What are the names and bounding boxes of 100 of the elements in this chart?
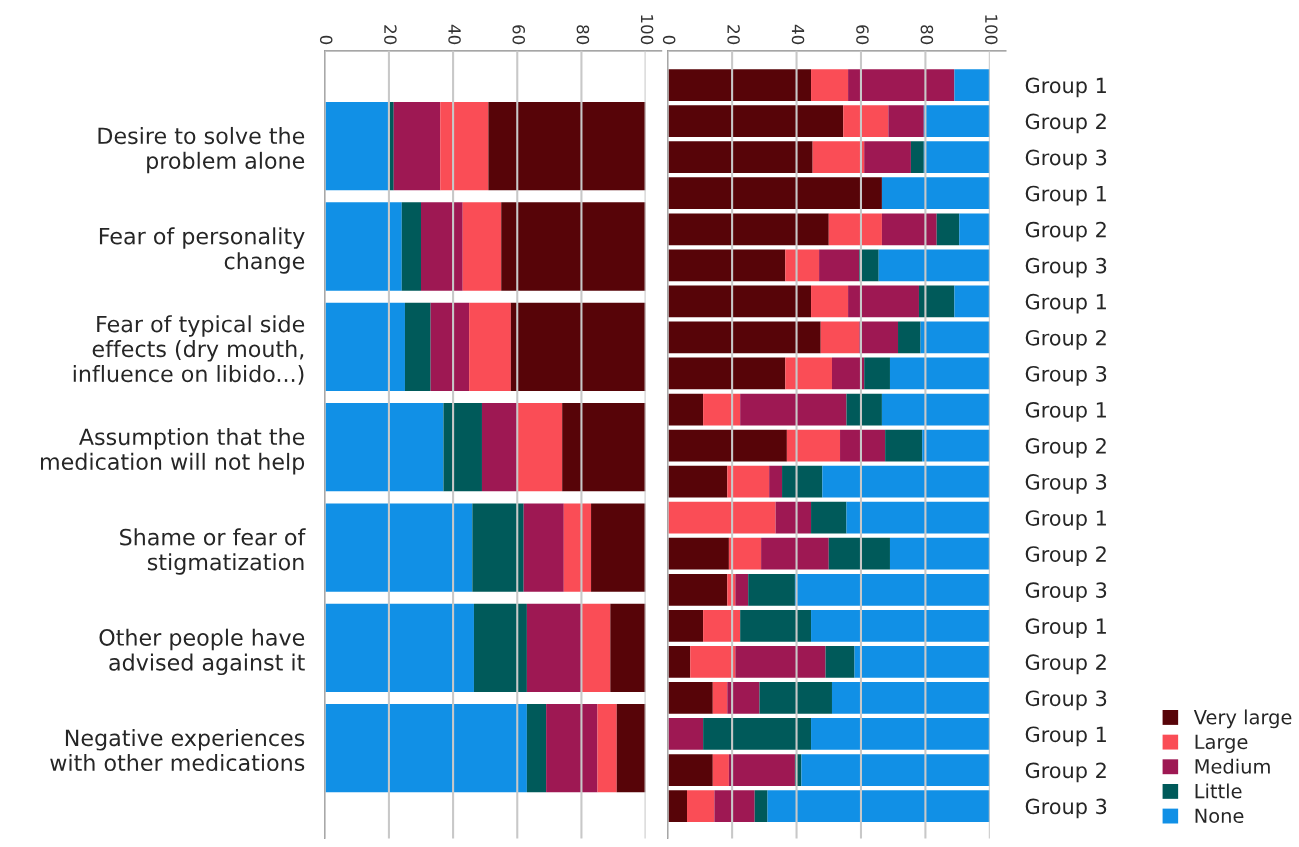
bar (523, 503, 564, 592)
x-tick-label: 60 (512, 25, 526, 45)
y-tick-label: Group 1 (1025, 726, 1106, 747)
bar (754, 790, 768, 822)
bar (959, 213, 990, 246)
bar (667, 429, 787, 462)
bar (889, 537, 990, 570)
bar (324, 202, 402, 291)
bar (881, 213, 937, 246)
bar (581, 603, 611, 693)
y-tick-label: Group 3 (1025, 690, 1107, 711)
x-tick-label: 20 (727, 25, 740, 45)
bar (786, 429, 841, 462)
bar (727, 465, 770, 498)
bar (667, 357, 786, 390)
bar (526, 603, 582, 693)
bar (822, 465, 990, 498)
bar (472, 503, 524, 592)
bar (831, 682, 990, 714)
y-tick-label: Group 3 (1025, 365, 1107, 386)
bar (840, 429, 886, 462)
y-tick-label: Group 3 (1025, 474, 1107, 494)
bar (703, 609, 741, 642)
bar (859, 321, 899, 354)
x-tick-label: 20 (384, 25, 397, 45)
bar (759, 682, 832, 714)
y-tick-label: Group 1 (1025, 185, 1106, 206)
bar (878, 249, 990, 282)
bar (785, 249, 820, 282)
bar (667, 321, 821, 354)
bar (748, 573, 795, 606)
bar (714, 790, 755, 822)
bar (473, 603, 527, 693)
bar (324, 102, 389, 191)
x-tick-label: 100 (640, 15, 654, 45)
bar (667, 69, 812, 101)
bar (667, 573, 728, 606)
bar (825, 646, 855, 678)
bar (488, 102, 646, 191)
legend-label: None (1195, 808, 1244, 824)
bar (910, 141, 924, 174)
y-tick-label: Fear of personality change (99, 227, 305, 274)
bar (769, 465, 783, 498)
y-tick-label: Group 1 (1025, 510, 1106, 530)
x-tick-label: 0 (662, 35, 676, 45)
bar (848, 69, 955, 101)
bar (811, 69, 849, 101)
bar (440, 102, 489, 191)
bar (846, 393, 882, 426)
bar (667, 141, 813, 174)
bar (923, 105, 990, 137)
bar (703, 393, 741, 426)
bar (690, 646, 736, 678)
bar (687, 790, 715, 822)
y-tick-label: Group 3 (1025, 149, 1107, 170)
bar (954, 69, 990, 101)
legend-label: Very large (1193, 709, 1292, 729)
y-tick-label: Shame or fear of stigmatization (120, 528, 306, 575)
bar (735, 646, 826, 678)
bar (421, 202, 463, 291)
bar (859, 249, 879, 282)
x-tick-label: 60 (856, 25, 869, 45)
bar (667, 465, 728, 498)
bar (811, 609, 990, 642)
bar (667, 393, 704, 426)
bar (854, 646, 990, 678)
bar (918, 285, 955, 318)
bar (667, 501, 776, 534)
bar (501, 202, 646, 291)
bar (885, 429, 923, 462)
bar (819, 249, 860, 282)
bar (727, 682, 760, 714)
bar (562, 403, 646, 492)
legend-label: Medium (1195, 758, 1270, 774)
bar (775, 501, 812, 534)
bar (801, 754, 990, 786)
x-tick-label: 40 (791, 24, 805, 45)
bar (667, 718, 704, 750)
legend-label: Large (1195, 734, 1248, 753)
bar (820, 321, 860, 354)
bar (401, 202, 422, 291)
bar (443, 403, 482, 492)
legend-label: Little (1195, 783, 1242, 799)
bar (712, 682, 728, 714)
bar (324, 603, 474, 693)
bar (667, 285, 812, 318)
bar (703, 718, 812, 750)
bar (761, 537, 829, 570)
bar (828, 213, 882, 246)
bar (889, 357, 990, 390)
bar (881, 393, 990, 426)
bar (735, 573, 749, 606)
bar (712, 754, 729, 786)
bar (728, 537, 762, 570)
bar (811, 285, 849, 318)
bar (462, 202, 502, 291)
bar (430, 302, 470, 391)
x-tick-label: 100 (985, 15, 998, 45)
bar (517, 403, 563, 492)
bar (393, 102, 441, 191)
